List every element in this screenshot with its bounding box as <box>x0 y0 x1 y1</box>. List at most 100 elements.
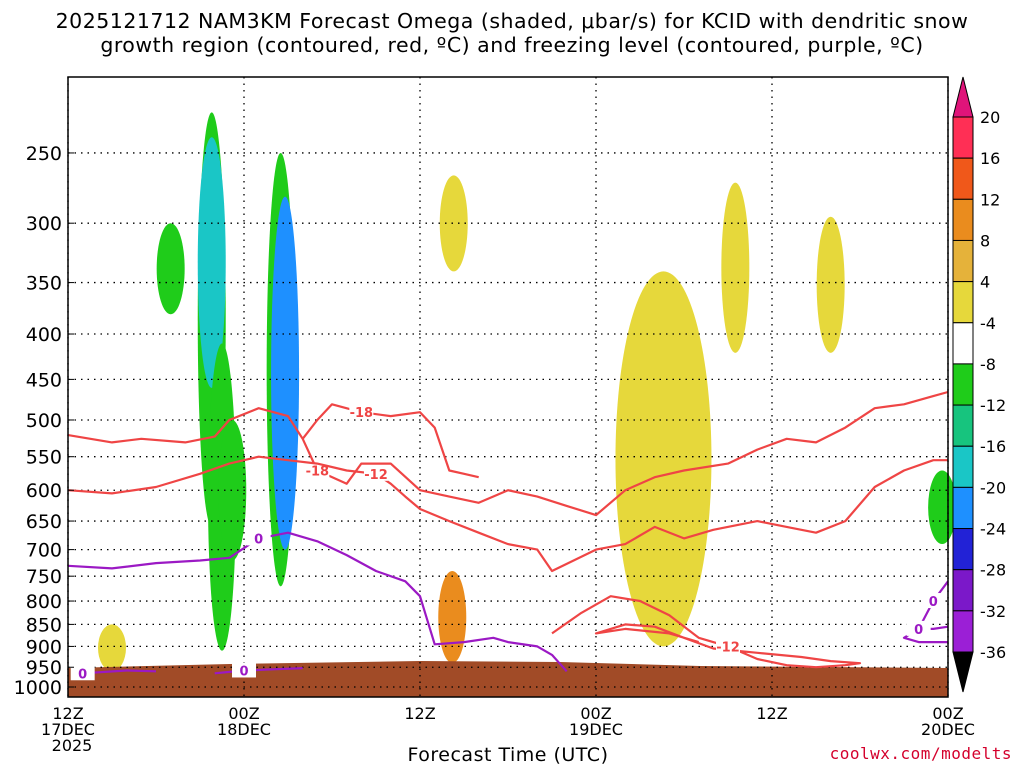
colorbar-label-8: -16 <box>980 437 1006 456</box>
plot-frame <box>67 76 949 698</box>
contour-line-6 <box>214 667 303 675</box>
x-axis-title: Forecast Time (UTC) <box>407 744 609 766</box>
contour-label-bg-4 <box>246 530 271 546</box>
y-tick-label-950: 950 <box>26 657 62 679</box>
x-tick-label-12-0: 00Z <box>228 704 259 723</box>
x-tick-label-0-0: 12Z <box>52 704 83 723</box>
colorbar-swatch-8 <box>952 445 974 488</box>
colorbar-bottom-arrow <box>952 651 974 693</box>
colorbar-swatch-0 <box>952 116 974 159</box>
contour-label-bg-7 <box>921 593 946 609</box>
omega-region-3 <box>271 196 300 550</box>
contour-label-0: -18 <box>306 464 330 479</box>
colorbar-swatch-9 <box>952 486 974 530</box>
contour-line-5 <box>82 669 157 675</box>
x-tick-label-0-1: 17DEC <box>41 720 95 739</box>
source-credit: coolwx.com/modelts <box>829 744 1012 763</box>
omega-region-1 <box>197 137 226 388</box>
omega-region-13 <box>98 624 126 672</box>
colorbar-swatch-1 <box>952 157 974 200</box>
colorbar-label-12: -32 <box>980 602 1006 621</box>
y-tick-label-550: 550 <box>26 447 62 469</box>
colorbar-label-13: -36 <box>980 643 1006 662</box>
colorbar-label-9: -20 <box>980 478 1006 497</box>
contour-line-0 <box>67 390 949 517</box>
colorbar-swatch-6 <box>952 363 974 406</box>
omega-region-6 <box>156 223 185 315</box>
y-tick-label-300: 300 <box>26 213 62 235</box>
contour-line-1 <box>301 403 479 479</box>
x-tick-label-60-0: 00Z <box>932 704 963 723</box>
colorbar-swatch-5 <box>952 322 974 365</box>
x-tick-label-48-0: 12Z <box>756 704 787 723</box>
surface-terrain <box>68 661 948 697</box>
colorbar-label-11: -28 <box>980 561 1006 580</box>
contour-label-5: 0 <box>78 667 87 682</box>
y-tick-label-350: 350 <box>26 273 62 295</box>
contour-label-7: 0 <box>929 595 938 610</box>
y-tick-label-800: 800 <box>26 591 62 613</box>
y-tick-label-700: 700 <box>26 540 62 562</box>
omega-region-8 <box>615 271 712 647</box>
omega-region-7 <box>928 470 957 545</box>
contour-label-3: -12 <box>716 640 740 655</box>
contour-line-2 <box>67 455 948 573</box>
colorbar-label-4: 4 <box>980 273 990 292</box>
surface-fill <box>68 661 948 697</box>
contour-line-4 <box>67 531 568 673</box>
chart-title-line-2: growth region (contoured, red, ºC) and f… <box>100 33 924 57</box>
y-tick-label-250: 250 <box>26 143 62 165</box>
omega-region-5 <box>218 419 247 561</box>
plot-border <box>67 76 949 698</box>
y-tick-label-750: 750 <box>26 566 62 588</box>
colorbar-label-0: 20 <box>980 108 1000 127</box>
y-tick-label-600: 600 <box>26 480 62 502</box>
colorbar-label-2: 12 <box>980 190 1000 209</box>
contour-label-1: -18 <box>350 406 374 421</box>
contour-label-bg-0 <box>305 462 330 478</box>
omega-shading-layer <box>98 112 957 672</box>
y-tick-label-500: 500 <box>26 410 62 432</box>
x-tick-label-36-0: 00Z <box>580 704 611 723</box>
contour-label-bg-8 <box>906 620 931 636</box>
x-tick-label-24-0: 12Z <box>404 704 435 723</box>
colorbar-swatch-12 <box>952 610 974 653</box>
colorbar-label-3: 8 <box>980 231 990 250</box>
y-tick-label-1000: 1000 <box>14 677 62 699</box>
y-tick-label-650: 650 <box>26 511 62 533</box>
omega-region-10 <box>438 571 467 664</box>
contour-label-bg-3 <box>716 638 740 654</box>
colorbar-label-6: -8 <box>980 355 996 374</box>
y-tick-label-450: 450 <box>26 369 62 391</box>
colorbar-label-10: -24 <box>980 520 1006 539</box>
colorbar-swatch-4 <box>952 281 974 324</box>
contour-label-bg-1 <box>349 404 374 420</box>
x-tick-label-36-1: 19DEC <box>569 720 623 739</box>
omega-region-11 <box>439 175 468 272</box>
colorbar-swatch-2 <box>952 198 974 241</box>
y-axis-pressure-labels: 2503003504004505005506006507007508008509… <box>14 143 74 699</box>
colorbar-swatch-11 <box>952 569 974 612</box>
omega-region-9 <box>721 182 750 353</box>
contour-label-bg-2 <box>364 465 388 481</box>
omega-region-12 <box>816 216 845 353</box>
y-tick-label-400: 400 <box>26 324 62 346</box>
colorbar-swatch-3 <box>952 239 974 283</box>
contour-label-bg-5 <box>70 665 95 681</box>
contour-label-2: -12 <box>364 468 388 483</box>
chart-title-line-1: 2025121712 NAM3KM Forecast Omega (shaded… <box>55 9 969 33</box>
x-tick-label-60-1: 20DEC <box>921 720 975 739</box>
contour-label-8: 0 <box>914 623 923 638</box>
colorbar-label-5: -4 <box>980 314 996 333</box>
colorbar-label-7: -12 <box>980 396 1006 415</box>
x-tick-label-12-1: 18DEC <box>217 720 271 739</box>
x-tick-label-0-2: 2025 <box>52 736 93 755</box>
colorbar-legend: 20 16 12 8 4 -4 -8 -12 -16 -20 -24 -28 -32 -36 <box>952 76 1006 693</box>
colorbar-swatch-7 <box>952 404 974 447</box>
contour-label-bg-6 <box>232 662 256 678</box>
contour-label-4: 0 <box>254 532 263 547</box>
y-tick-label-900: 900 <box>26 636 62 658</box>
